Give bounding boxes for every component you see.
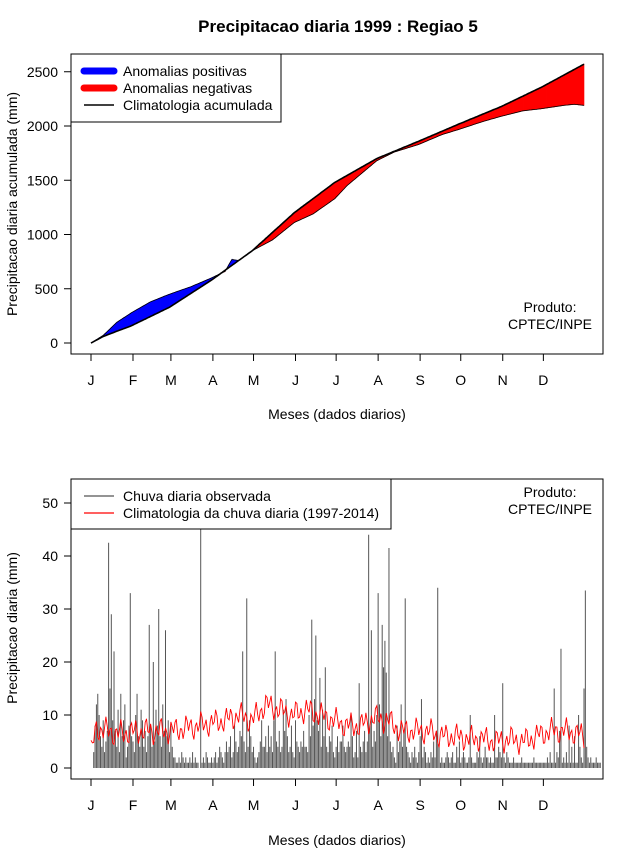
bottom-x-tick-label: J	[292, 797, 299, 813]
legend-label-negative: Anomalias negativas	[123, 80, 252, 96]
top-credit-line1: Produto:	[524, 299, 577, 315]
top-x-tick-label: J	[333, 372, 340, 388]
top-x-tick-label: M	[248, 372, 260, 388]
top-x-tick-label: J	[88, 372, 95, 388]
observed-accumulated-line	[90, 103, 585, 344]
top-x-tick-label: A	[208, 372, 218, 388]
bottom-legend-box	[70, 478, 392, 530]
top-x-axis-label: Meses (dados diarios)	[268, 406, 406, 422]
top-y-axis-label: Precipitacao diaria acumulada (mm)	[4, 92, 20, 316]
bottom-y-tick-label: 30	[42, 601, 58, 617]
bottom-y-tick-label: 40	[42, 548, 58, 564]
bottom-y-axis-label: Precipitacao diaria (mm)	[4, 552, 20, 704]
top-legend: Anomalias positivas Anomalias negativas …	[70, 53, 282, 123]
top-x-tick-label: S	[415, 372, 424, 388]
bottom-panel: 0 10 20 30 40 50 J F M A M J J A S O N D Meses (dados di…	[4, 478, 604, 848]
top-x-tick-label: F	[129, 372, 138, 388]
daily-climatology-line	[90, 694, 585, 755]
bottom-legend: Chuva diaria observada Climatologia da c…	[70, 478, 392, 530]
bottom-y-tick-label: 10	[42, 707, 58, 723]
bottom-x-tick-label: D	[538, 797, 548, 813]
top-y-tick-label: 2000	[27, 118, 58, 134]
bottom-x-tick-label: A	[208, 797, 218, 813]
top-x-tick-label: J	[292, 372, 299, 388]
bottom-x-tick-label: N	[498, 797, 508, 813]
top-y-axis: 0 500 1000 1500 2000 2500	[27, 64, 72, 351]
top-x-tick-label: M	[165, 372, 177, 388]
top-x-tick-label: N	[498, 372, 508, 388]
top-lines	[90, 63, 585, 344]
legend-label-daily-climatology: Climatologia da chuva diaria (1997-2014)	[123, 505, 379, 521]
bottom-x-axis-label: Meses (dados diarios)	[268, 832, 406, 848]
bottom-lines	[90, 694, 585, 755]
legend-label-observed: Chuva diaria observada	[123, 488, 271, 504]
legend-label-positive: Anomalias positivas	[123, 63, 247, 79]
top-y-tick-label: 1000	[27, 227, 58, 243]
bottom-x-tick-label: J	[333, 797, 340, 813]
top-y-tick-label: 0	[50, 335, 58, 351]
legend-label-climatology: Climatologia acumulada	[123, 97, 273, 113]
bottom-y-tick-label: 50	[42, 495, 58, 511]
bottom-x-tick-label: F	[129, 797, 138, 813]
bottom-x-tick-label: M	[248, 797, 260, 813]
bottom-y-tick-label: 20	[42, 654, 58, 670]
top-x-tick-label: O	[455, 372, 466, 388]
top-x-tick-label: A	[373, 372, 383, 388]
chart-title: Precipitacao diaria 1999 : Regiao 5	[198, 17, 478, 36]
top-panel: 0 500 1000 1500 2000 2500 J F M A M J J A S O N D Meses …	[4, 53, 604, 422]
top-y-tick-label: 1500	[27, 172, 58, 188]
bottom-x-tick-label: M	[165, 797, 177, 813]
climatology-accumulated-line	[90, 63, 585, 344]
bottom-credit-line2: CPTEC/INPE	[508, 501, 592, 517]
top-x-tick-label: D	[538, 372, 548, 388]
bottom-y-axis: 0 10 20 30 40 50	[42, 495, 72, 776]
top-y-tick-label: 500	[35, 281, 59, 297]
daily-rain-bars	[93, 529, 601, 768]
bottom-credit-line1: Produto:	[524, 484, 577, 500]
bottom-x-tick-label: O	[455, 797, 466, 813]
bottom-x-tick-label: J	[88, 797, 95, 813]
bottom-x-tick-label: S	[415, 797, 424, 813]
bottom-y-tick-label: 0	[50, 760, 58, 776]
negative-anomaly-segment	[582, 63, 585, 106]
top-credit-line2: CPTEC/INPE	[508, 316, 592, 332]
bottom-x-tick-label: A	[373, 797, 383, 813]
top-y-tick-label: 2500	[27, 64, 58, 80]
